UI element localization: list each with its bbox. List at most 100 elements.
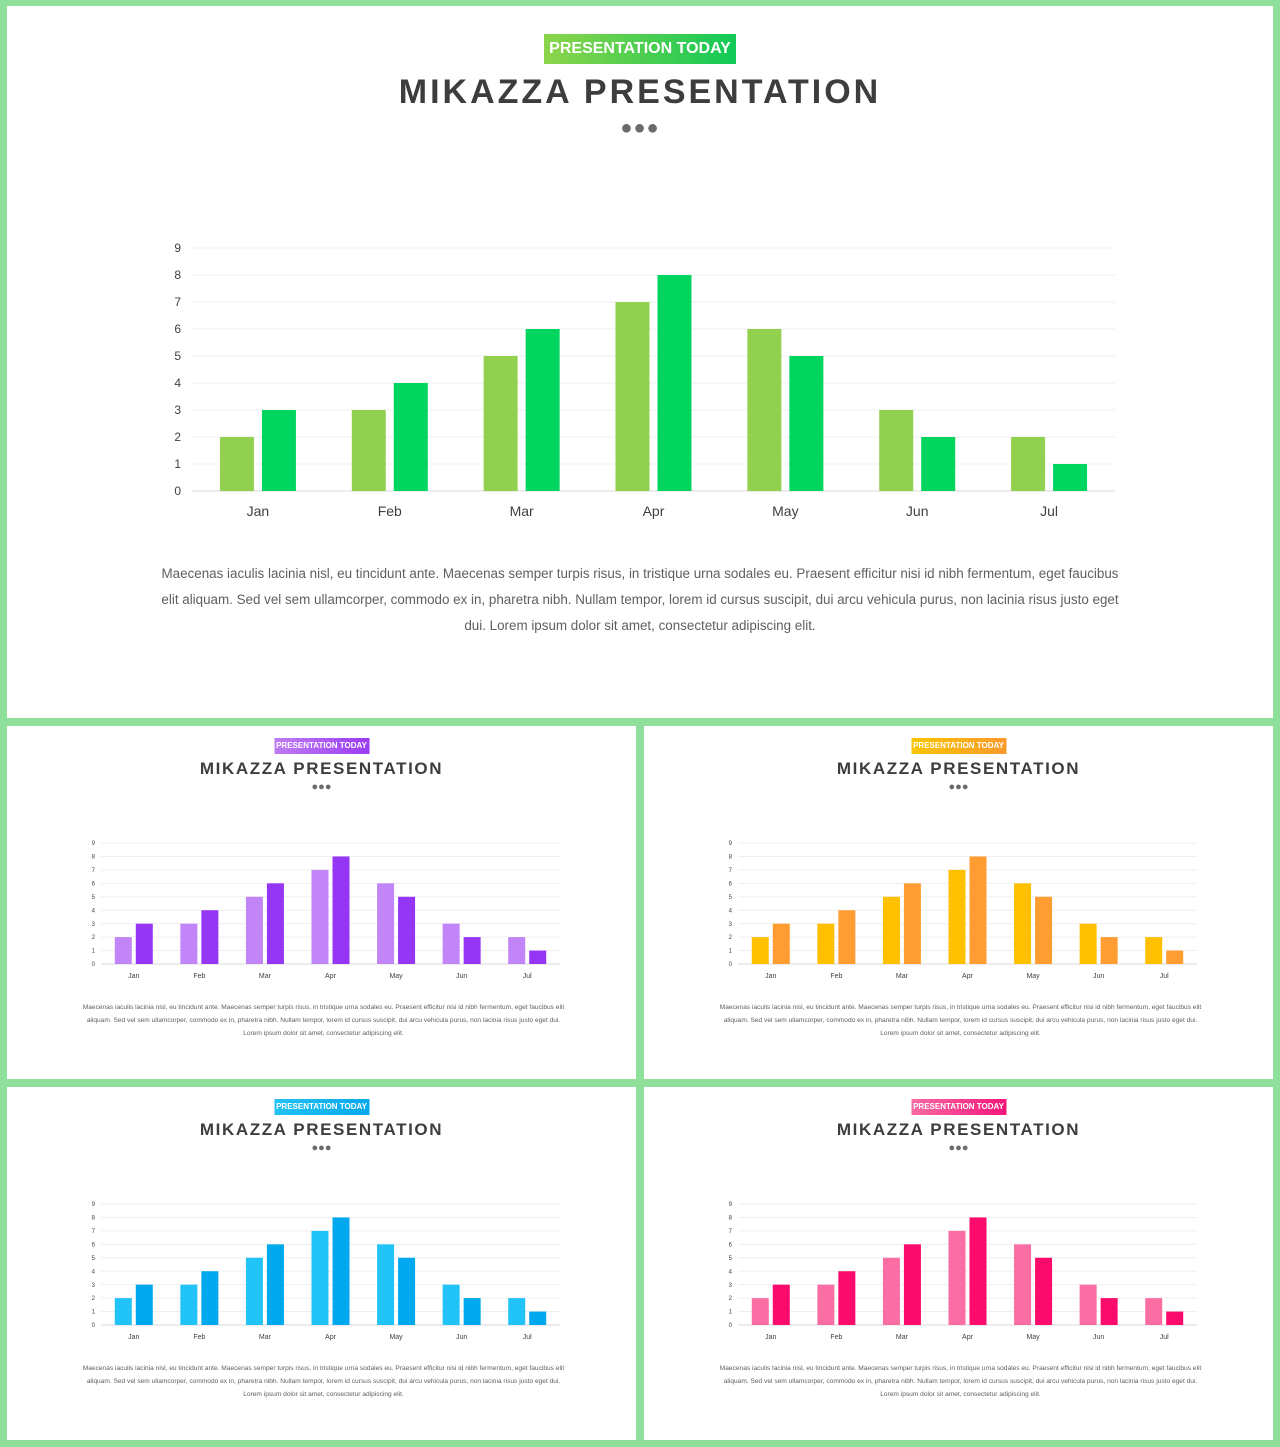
body-paragraph: Maecenas iaculis lacinia nisl, eu tincid… bbox=[719, 1365, 1202, 1398]
bar-jul-series-1 bbox=[1145, 937, 1163, 964]
slide-pink: PRESENTATION TODAY MIKAZZA PRESENTATION … bbox=[644, 1087, 1273, 1440]
bar-apr-series-2 bbox=[332, 1217, 350, 1325]
y-tick-label: 0 bbox=[92, 962, 96, 968]
dots-icon: ●●● bbox=[948, 1142, 969, 1154]
slide-title: MIKAZZA PRESENTATION bbox=[836, 759, 1081, 778]
y-tick-label: 2 bbox=[729, 935, 733, 941]
slide-title: MIKAZZA PRESENTATION bbox=[398, 73, 882, 111]
dots-icon: ●●● bbox=[948, 781, 969, 793]
bar-mar-series-1 bbox=[483, 356, 518, 491]
y-tick-label: 4 bbox=[174, 376, 181, 390]
x-tick-label: Feb bbox=[830, 1334, 842, 1341]
bar-jan-series-1 bbox=[751, 1298, 769, 1325]
slide-green: PRESENTATION TODAY MIKAZZA PRESENTATION … bbox=[7, 6, 1273, 718]
y-tick-label: 6 bbox=[174, 322, 181, 336]
y-tick-label: 6 bbox=[729, 881, 733, 887]
dots-icon: ●●● bbox=[620, 117, 660, 139]
bar-apr-series-2 bbox=[969, 856, 987, 964]
bar-jan-series-2 bbox=[772, 1284, 790, 1325]
x-tick-label: Mar bbox=[259, 1334, 272, 1341]
bar-jun-series-1 bbox=[1079, 923, 1097, 964]
y-tick-label: 3 bbox=[174, 403, 181, 417]
y-tick-label: 6 bbox=[92, 1242, 96, 1248]
bar-feb-series-2 bbox=[393, 383, 428, 491]
x-tick-label: Feb bbox=[830, 973, 842, 980]
bar-jun-series-1 bbox=[1079, 1284, 1097, 1325]
y-tick-label: 7 bbox=[92, 1229, 96, 1235]
slide-blue: PRESENTATION TODAY MIKAZZA PRESENTATION … bbox=[7, 1087, 636, 1440]
x-tick-label: Apr bbox=[962, 1334, 974, 1341]
bar-apr-series-1 bbox=[948, 1230, 966, 1325]
bar-may-series-2 bbox=[1035, 1257, 1053, 1325]
y-tick-label: 7 bbox=[174, 295, 181, 309]
bar-jul-series-1 bbox=[1145, 1298, 1163, 1325]
dots-icon: ●●● bbox=[311, 1142, 332, 1154]
x-tick-label: Jul bbox=[1160, 973, 1169, 980]
body-paragraph: Maecenas iaculis lacinia nisl, eu tincid… bbox=[161, 566, 1119, 633]
y-tick-label: 1 bbox=[92, 1310, 96, 1316]
bar-jun-series-1 bbox=[442, 1284, 460, 1325]
y-tick-label: 7 bbox=[729, 868, 733, 874]
bar-chart: 0 1 2 3 4 5 6 7 8 9 Jan Feb Mar Apr May Jun Jul bbox=[729, 1202, 1197, 1341]
bar-mar-series-2 bbox=[903, 883, 921, 964]
bar-jul-series-2 bbox=[1166, 950, 1184, 964]
bar-apr-series-2 bbox=[657, 275, 692, 491]
bar-may-series-2 bbox=[398, 896, 416, 964]
bar-jan-series-2 bbox=[135, 923, 153, 964]
y-tick-label: 3 bbox=[92, 1283, 96, 1289]
y-tick-label: 1 bbox=[92, 949, 96, 955]
bar-feb-series-1 bbox=[180, 1284, 198, 1325]
x-tick-label: Feb bbox=[193, 1334, 205, 1341]
y-tick-label: 4 bbox=[729, 908, 733, 914]
bar-jun-series-2 bbox=[1100, 937, 1118, 964]
x-tick-label: Jun bbox=[1093, 1334, 1104, 1341]
y-tick-label: 6 bbox=[729, 1242, 733, 1248]
y-tick-label: 4 bbox=[729, 1269, 733, 1275]
slide-title: MIKAZZA PRESENTATION bbox=[199, 1120, 444, 1139]
bar-feb-series-1 bbox=[817, 923, 835, 964]
bar-jul-series-1 bbox=[1011, 437, 1046, 491]
bar-jun-series-1 bbox=[442, 923, 460, 964]
bar-mar-series-1 bbox=[882, 1257, 900, 1325]
y-tick-label: 5 bbox=[92, 895, 96, 901]
y-tick-label: 8 bbox=[729, 1216, 733, 1222]
bar-may-series-1 bbox=[377, 883, 395, 964]
bar-apr-series-1 bbox=[948, 869, 966, 964]
bar-jun-series-2 bbox=[1100, 1298, 1118, 1325]
y-tick-label: 5 bbox=[174, 349, 181, 363]
presentation-badge: PRESENTATION TODAY bbox=[911, 738, 1006, 754]
bar-may-series-1 bbox=[747, 329, 782, 491]
y-tick-label: 7 bbox=[92, 868, 96, 874]
y-tick-label: 2 bbox=[729, 1296, 733, 1302]
body-paragraph: Maecenas iaculis lacinia nisl, eu tincid… bbox=[719, 1004, 1202, 1037]
bar-chart: 0 1 2 3 4 5 6 7 8 9 Jan Feb Mar Apr May Jun Jul bbox=[92, 1202, 560, 1341]
bar-mar-series-1 bbox=[245, 1257, 263, 1325]
y-tick-label: 4 bbox=[92, 908, 96, 914]
y-tick-label: 7 bbox=[729, 1229, 733, 1235]
bar-jun-series-2 bbox=[921, 437, 956, 491]
y-tick-label: 8 bbox=[729, 855, 733, 861]
y-tick-label: 9 bbox=[729, 841, 733, 847]
bar-mar-series-1 bbox=[882, 896, 900, 964]
bar-jan-series-2 bbox=[261, 410, 296, 491]
slide-purple: PRESENTATION TODAY MIKAZZA PRESENTATION … bbox=[7, 726, 636, 1079]
x-tick-label: Jul bbox=[523, 973, 532, 980]
x-tick-label: Jan bbox=[128, 973, 139, 980]
bar-jun-series-2 bbox=[463, 1298, 481, 1325]
bar-feb-series-2 bbox=[838, 1271, 856, 1325]
y-tick-label: 9 bbox=[92, 1202, 96, 1208]
bar-mar-series-2 bbox=[903, 1244, 921, 1325]
bar-jul-series-1 bbox=[508, 1298, 526, 1325]
y-tick-label: 1 bbox=[729, 949, 733, 955]
x-tick-label: Jun bbox=[456, 973, 467, 980]
bar-mar-series-1 bbox=[245, 896, 263, 964]
x-tick-label: May bbox=[1026, 973, 1040, 980]
bar-mar-series-2 bbox=[266, 1244, 284, 1325]
y-tick-label: 2 bbox=[92, 935, 96, 941]
bar-jul-series-2 bbox=[529, 1311, 547, 1325]
bar-mar-series-2 bbox=[525, 329, 560, 491]
x-tick-label: Jun bbox=[1093, 973, 1104, 980]
presentation-badge: PRESENTATION TODAY bbox=[274, 1099, 369, 1115]
bar-feb-series-1 bbox=[180, 923, 198, 964]
y-tick-label: 0 bbox=[174, 484, 181, 498]
